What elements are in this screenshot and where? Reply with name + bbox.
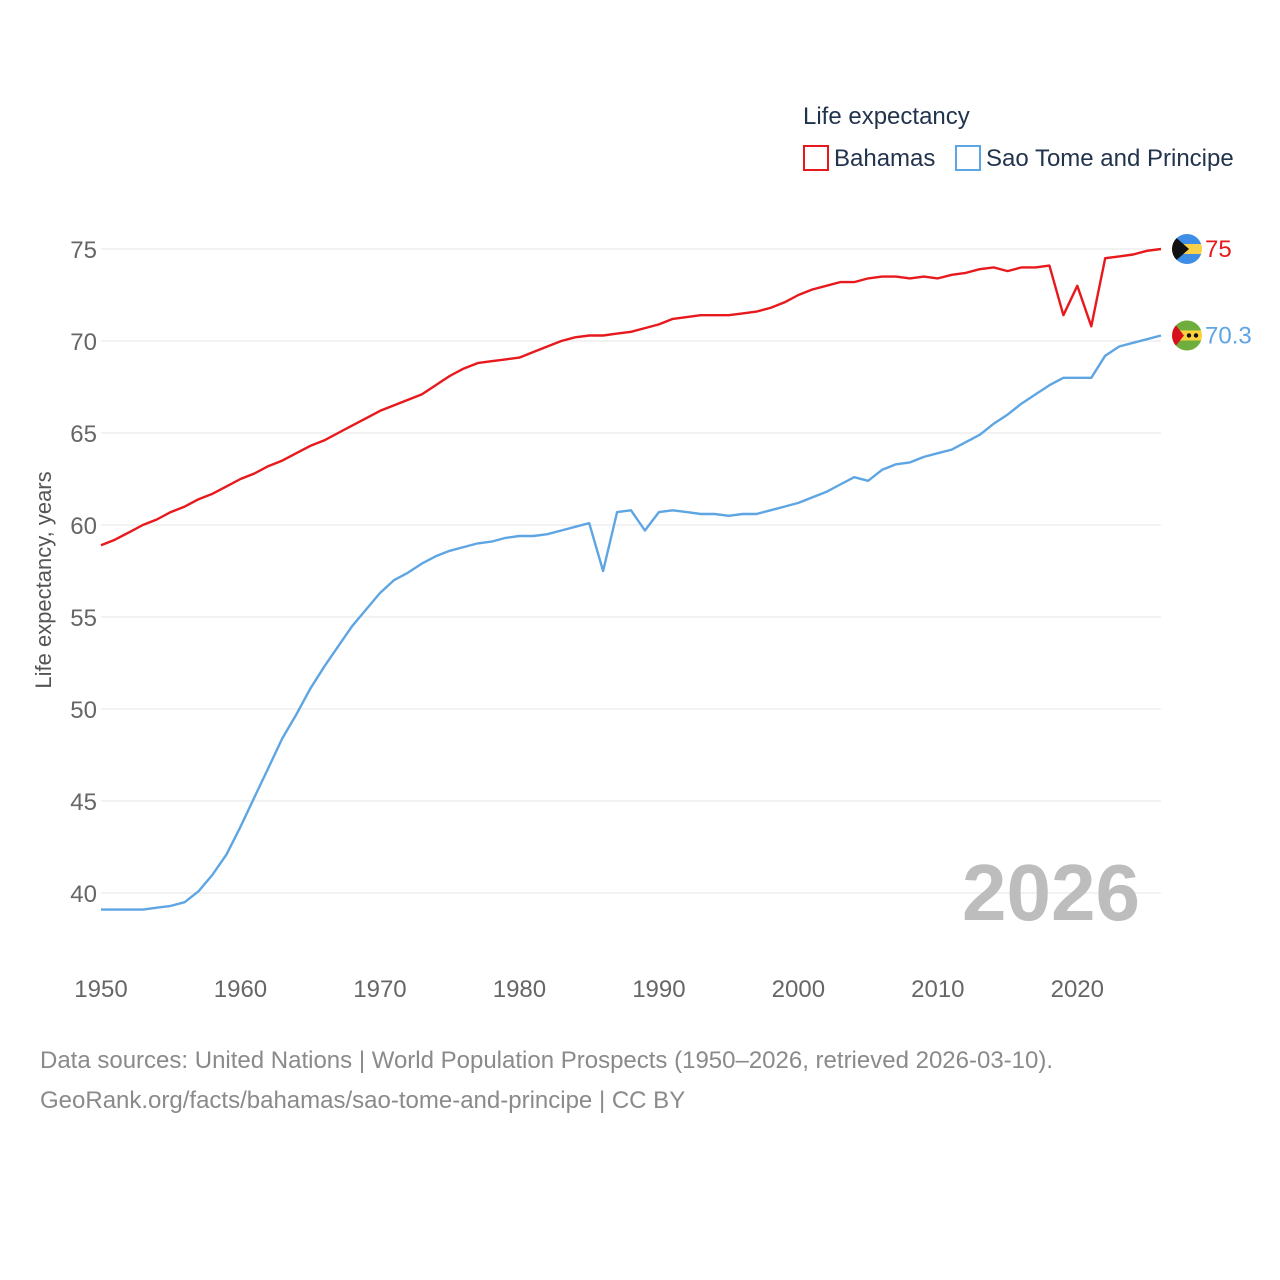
- series-line-bahamas[interactable]: [100, 247, 1162, 547]
- x-tick-label: 1960: [214, 976, 267, 1003]
- legend: Life expectancy Bahamas Sao Tome and Pri…: [803, 103, 1234, 172]
- x-tick-label: 2000: [772, 976, 825, 1003]
- y-tick-label: 65: [70, 421, 97, 448]
- data-source-text: Data sources: United Nations | World Pop…: [40, 1047, 1053, 1074]
- series-lines: [100, 247, 1162, 911]
- sao-tome-flag-icon: [1172, 320, 1202, 351]
- x-tick-label: 1980: [493, 976, 546, 1003]
- y-tick-label: 55: [70, 605, 97, 632]
- x-tick-label: 2020: [1051, 976, 1104, 1003]
- end-value-label: 70.3: [1205, 322, 1252, 349]
- x-tick-label: 1990: [632, 976, 685, 1003]
- legend-swatch-bahamas[interactable]: [803, 145, 829, 171]
- x-axis-ticks: 1950 1960 1970 1980 1990 2000 2010 2020: [74, 976, 1104, 1003]
- series-line-sao-tome-and-principe[interactable]: [101, 334, 1162, 911]
- end-markers: 75 70.3: [1172, 234, 1252, 351]
- y-tick-label: 40: [70, 881, 97, 908]
- legend-label-sao-tome[interactable]: Sao Tome and Principe: [986, 145, 1234, 172]
- y-axis-label: Life expectancy, years: [31, 471, 56, 688]
- legend-label-bahamas[interactable]: Bahamas: [834, 145, 935, 172]
- x-tick-label: 2010: [911, 976, 964, 1003]
- source-link-text[interactable]: GeoRank.org/facts/bahamas/sao-tome-and-p…: [40, 1087, 685, 1114]
- bahamas-flag-icon: [1172, 234, 1202, 264]
- gridlines: [101, 248, 1161, 894]
- x-tick-label: 1950: [74, 976, 127, 1003]
- y-tick-label: 50: [70, 697, 97, 724]
- legend-swatch-sao-tome[interactable]: [955, 145, 981, 171]
- legend-title: Life expectancy: [803, 103, 970, 130]
- y-tick-label: 70: [70, 329, 97, 356]
- end-value-label: 75: [1205, 236, 1232, 263]
- y-tick-label: 75: [70, 237, 97, 264]
- y-tick-label: 45: [70, 789, 97, 816]
- current-year-label: 2026: [962, 848, 1140, 937]
- y-tick-label: 60: [70, 513, 97, 540]
- y-axis-ticks: 40 45 50 55 60 65 70 75: [70, 237, 97, 908]
- x-tick-label: 1970: [353, 976, 406, 1003]
